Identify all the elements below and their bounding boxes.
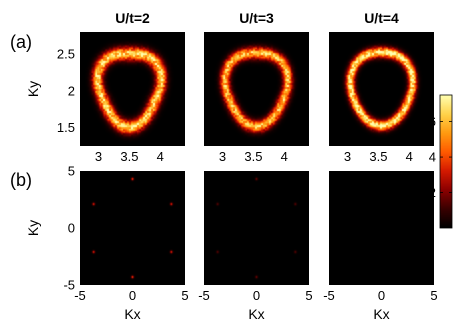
y-tick-label: 5 — [68, 164, 75, 179]
panel-title: U/t=4 — [364, 10, 399, 26]
panel-b-3: -5 0 5 Kx — [323, 171, 438, 322]
heatmap-a-3 — [329, 32, 434, 146]
x-tick-label: -5 — [323, 288, 335, 303]
x-tick-label: 0 — [253, 288, 260, 303]
heatmap-b-2 — [204, 171, 309, 285]
colorbar-gradient — [440, 95, 452, 228]
colorbar-frame — [439, 94, 453, 229]
y-axis-label: Ky — [25, 220, 41, 236]
heatmap-a-1 — [80, 32, 185, 146]
panel-a-2: U/t=3 3 3.5 4 — [204, 10, 309, 164]
colorbar: 6 4 2 — [429, 94, 453, 229]
x-tick-label: 4 — [281, 149, 288, 164]
x-tick-label: 0 — [129, 288, 136, 303]
panel-label-a: (a) — [10, 32, 32, 52]
y-tick-label: 2.5 — [57, 47, 75, 62]
x-tick-label: 5 — [430, 288, 437, 303]
x-tick-label: 3 — [219, 149, 226, 164]
x-tick-label: 4 — [406, 149, 413, 164]
heatmap-a-2 — [204, 32, 309, 146]
heatmap-b-3 — [329, 171, 434, 285]
x-tick-label: 3 — [344, 149, 351, 164]
y-tick-label: -5 — [63, 278, 75, 293]
y-axis-label: Ky — [25, 81, 41, 97]
colorbar-tick-label: 4 — [429, 150, 436, 165]
x-tick-label: 5 — [181, 288, 188, 303]
x-tick-label: 3.5 — [244, 149, 262, 164]
x-tick-label: 3.5 — [120, 149, 138, 164]
colorbar-tick-label: 2 — [429, 185, 436, 200]
y-tick-label: 0 — [68, 221, 75, 236]
y-tick-label: 1.5 — [57, 120, 75, 135]
y-tick-label: 2 — [68, 83, 75, 98]
x-axis-label: Kx — [373, 306, 389, 322]
x-tick-label: -5 — [74, 288, 86, 303]
x-axis-label: Kx — [124, 306, 140, 322]
heatmap-b-1 — [80, 171, 185, 285]
x-tick-label: 3.5 — [369, 149, 387, 164]
panel-title: U/t=3 — [239, 10, 274, 26]
x-tick-label: 5 — [305, 288, 312, 303]
x-tick-label: 0 — [378, 288, 385, 303]
panel-a-3: U/t=4 3 3.5 4 — [329, 10, 434, 164]
x-tick-label: -5 — [198, 288, 210, 303]
panel-b-2: -5 0 5 Kx — [198, 171, 313, 322]
x-axis-label: Kx — [248, 306, 264, 322]
panel-a-1: U/t=2 3 3.5 4 2.5 2 1.5 Ky — [25, 10, 185, 164]
panel-label-b: (b) — [10, 170, 32, 190]
colorbar-tick-label: 6 — [429, 114, 436, 129]
x-tick-label: 4 — [157, 149, 164, 164]
x-tick-label: 3 — [95, 149, 102, 164]
panel-title: U/t=2 — [115, 10, 150, 26]
panel-b-1: -5 0 5 Kx 5 0 -5 Ky — [25, 164, 189, 323]
